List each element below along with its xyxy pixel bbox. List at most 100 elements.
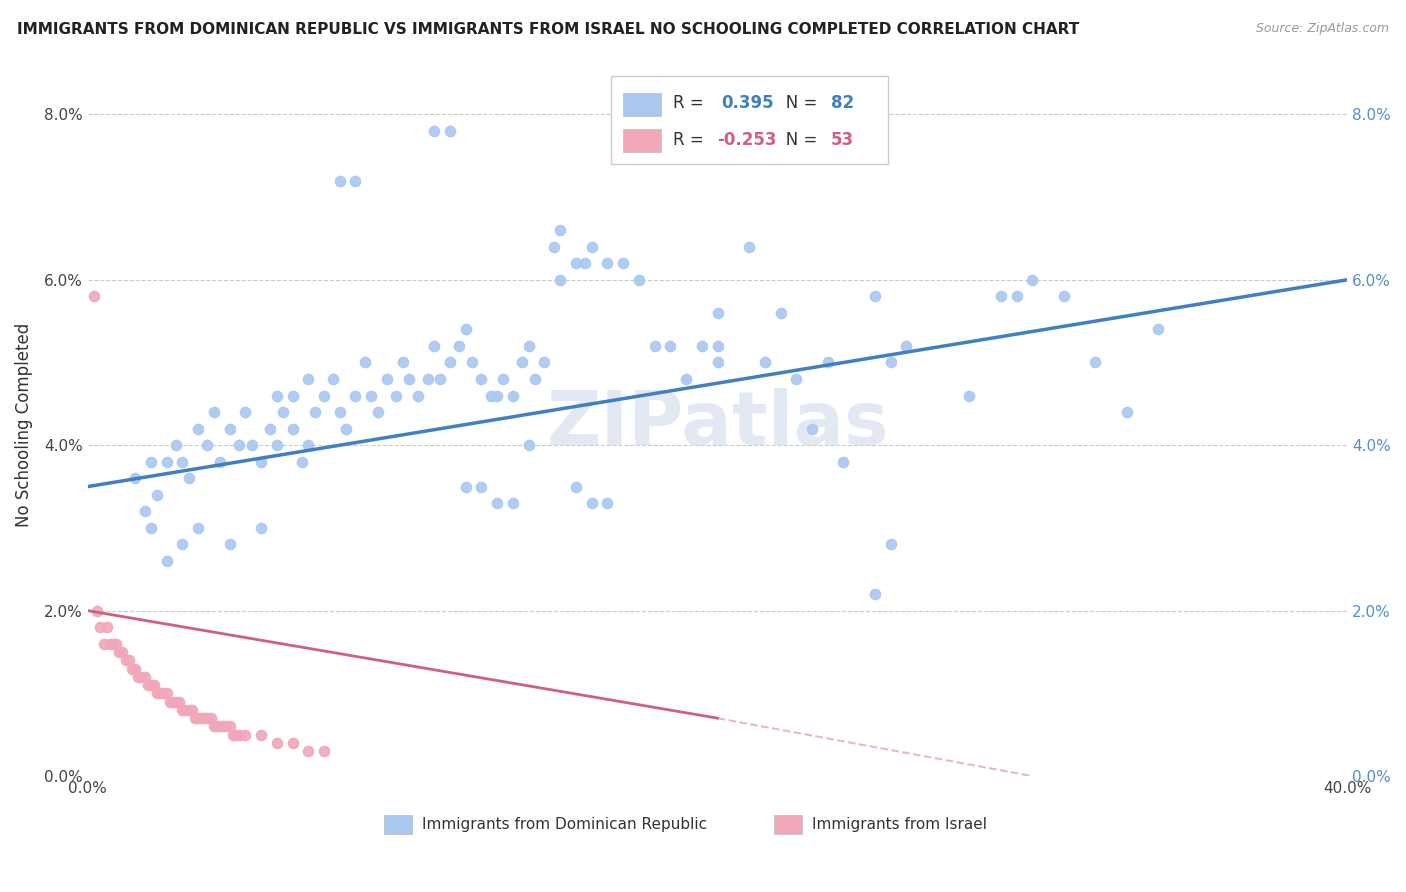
- Point: [565, 256, 588, 270]
- Point: [172, 537, 194, 551]
- Point: [659, 339, 682, 353]
- Text: N =: N =: [770, 131, 823, 149]
- Point: [408, 388, 430, 402]
- Point: [344, 388, 367, 402]
- Point: [486, 388, 509, 402]
- Point: [581, 496, 603, 510]
- Point: [240, 438, 263, 452]
- Point: [486, 496, 509, 510]
- Point: [134, 504, 156, 518]
- Point: [83, 289, 105, 303]
- Point: [221, 728, 243, 742]
- Point: [187, 711, 209, 725]
- Point: [479, 388, 502, 402]
- Point: [391, 355, 413, 369]
- Point: [162, 695, 184, 709]
- Point: [197, 438, 219, 452]
- Point: [543, 240, 565, 254]
- Point: [101, 637, 124, 651]
- Point: [187, 422, 209, 436]
- Point: [492, 372, 515, 386]
- Point: [429, 372, 451, 386]
- Point: [738, 124, 761, 138]
- Text: N =: N =: [770, 95, 823, 112]
- Point: [512, 355, 534, 369]
- Point: [329, 405, 352, 419]
- Point: [297, 372, 319, 386]
- Point: [114, 653, 136, 667]
- Point: [801, 422, 824, 436]
- Point: [644, 339, 666, 353]
- Point: [209, 455, 232, 469]
- Point: [454, 479, 477, 493]
- Point: [155, 455, 177, 469]
- Point: [233, 728, 256, 742]
- Point: [449, 339, 471, 353]
- Point: [423, 339, 446, 353]
- Point: [165, 695, 187, 709]
- Point: [98, 637, 121, 651]
- Bar: [623, 129, 661, 153]
- Point: [124, 471, 146, 485]
- Point: [297, 438, 319, 452]
- Point: [143, 678, 166, 692]
- Text: 0.395: 0.395: [721, 95, 773, 112]
- Point: [139, 678, 162, 692]
- Point: [155, 554, 177, 568]
- Point: [281, 422, 304, 436]
- Point: [212, 719, 235, 733]
- Point: [517, 438, 540, 452]
- Point: [785, 372, 807, 386]
- Point: [167, 695, 190, 709]
- Point: [517, 339, 540, 353]
- Text: 82: 82: [831, 95, 853, 112]
- Point: [96, 620, 118, 634]
- Point: [152, 686, 174, 700]
- Point: [266, 438, 288, 452]
- Point: [190, 711, 212, 725]
- Point: [250, 455, 273, 469]
- Point: [596, 256, 619, 270]
- Point: [124, 661, 146, 675]
- Point: [690, 339, 713, 353]
- Point: [193, 711, 215, 725]
- Point: [502, 496, 524, 510]
- Text: ZIPatlas: ZIPatlas: [547, 388, 889, 461]
- Text: IMMIGRANTS FROM DOMINICAN REPUBLIC VS IMMIGRANTS FROM ISRAEL NO SCHOOLING COMPLE: IMMIGRANTS FROM DOMINICAN REPUBLIC VS IM…: [17, 22, 1080, 37]
- Point: [738, 240, 761, 254]
- Point: [218, 537, 240, 551]
- Point: [108, 645, 131, 659]
- Bar: [384, 815, 412, 834]
- Point: [322, 372, 344, 386]
- Point: [627, 273, 650, 287]
- Point: [187, 521, 209, 535]
- Point: [1053, 289, 1076, 303]
- Point: [461, 355, 484, 369]
- Point: [416, 372, 439, 386]
- Point: [470, 479, 492, 493]
- Point: [281, 388, 304, 402]
- Text: -0.253: -0.253: [717, 131, 778, 149]
- Point: [360, 388, 382, 402]
- Point: [612, 256, 634, 270]
- Point: [111, 645, 134, 659]
- Point: [329, 173, 352, 187]
- Point: [385, 388, 408, 402]
- Point: [218, 422, 240, 436]
- Point: [259, 422, 281, 436]
- Point: [159, 695, 181, 709]
- Point: [250, 728, 273, 742]
- Text: R =: R =: [673, 95, 714, 112]
- Y-axis label: No Schooling Completed: No Schooling Completed: [15, 322, 32, 526]
- Point: [136, 678, 159, 692]
- Point: [354, 355, 377, 369]
- Point: [139, 521, 162, 535]
- Point: [398, 372, 420, 386]
- Bar: [623, 93, 661, 116]
- Point: [233, 405, 256, 419]
- Point: [271, 405, 294, 419]
- Point: [754, 355, 776, 369]
- Point: [200, 711, 222, 725]
- Point: [202, 405, 225, 419]
- Point: [454, 322, 477, 336]
